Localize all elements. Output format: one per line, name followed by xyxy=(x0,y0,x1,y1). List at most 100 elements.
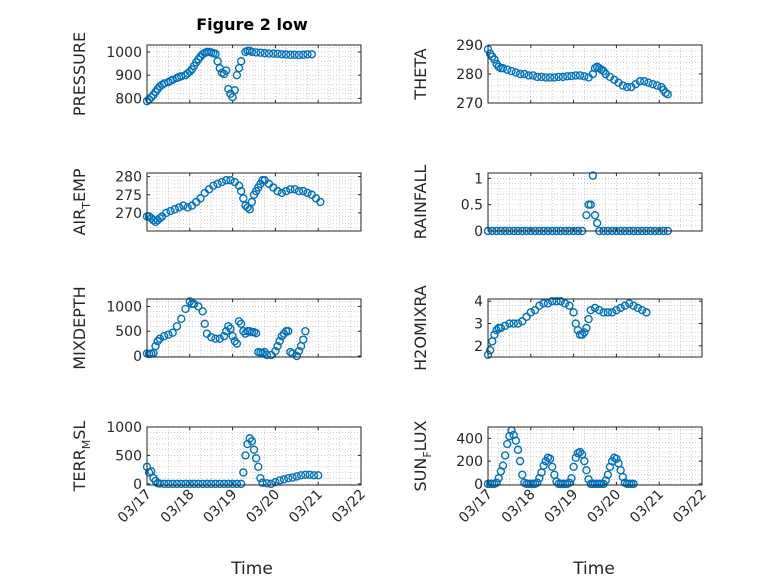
y-tick-label: 0 xyxy=(474,224,483,240)
data-point xyxy=(215,334,224,343)
data-point xyxy=(181,479,190,489)
data-point xyxy=(292,472,301,481)
data-series xyxy=(142,297,310,361)
y-tick-label: 3 xyxy=(474,317,483,333)
data-point xyxy=(580,328,589,337)
data-point xyxy=(618,81,628,90)
data-point xyxy=(607,308,617,317)
data-point xyxy=(168,479,177,489)
data-point xyxy=(586,200,595,209)
axes-box xyxy=(146,298,362,358)
data-point xyxy=(648,79,657,89)
data-point xyxy=(524,71,533,80)
data-point xyxy=(241,451,250,460)
y-tick-label: 1 xyxy=(474,171,483,187)
data-point xyxy=(543,299,553,308)
data-point xyxy=(515,456,525,466)
x-tick-label: 03/20 xyxy=(243,487,283,527)
data-point xyxy=(590,210,600,220)
data-point xyxy=(633,303,642,313)
data-point xyxy=(584,475,593,484)
data-point xyxy=(500,321,510,330)
data-point xyxy=(620,301,630,310)
data-point xyxy=(275,336,284,346)
y-tick-label: 500 xyxy=(115,324,142,340)
plot-area xyxy=(488,45,702,103)
data-point xyxy=(251,454,261,463)
axes-box xyxy=(146,426,362,486)
data-point xyxy=(245,205,254,214)
data-point xyxy=(290,185,299,194)
data-point xyxy=(309,471,319,480)
axes-box xyxy=(146,44,362,104)
data-point xyxy=(552,297,561,306)
y-tick-label: 500 xyxy=(115,448,142,464)
grid xyxy=(487,44,703,104)
data-point xyxy=(239,468,248,477)
x-tick-label: 03/18 xyxy=(158,487,198,527)
data-point xyxy=(569,462,578,472)
data-point xyxy=(644,78,653,87)
data-point xyxy=(226,324,235,333)
data-point xyxy=(147,92,156,102)
data-point xyxy=(292,351,301,361)
plot-area xyxy=(147,299,361,357)
data-point xyxy=(629,479,638,489)
data-point xyxy=(196,194,205,203)
data-point xyxy=(215,479,224,489)
data-series xyxy=(142,434,323,489)
data-point xyxy=(221,327,231,336)
data-point xyxy=(260,48,269,58)
data-point xyxy=(522,312,531,322)
data-point xyxy=(541,73,550,82)
y-tick-label: 280 xyxy=(115,170,142,186)
data-point xyxy=(236,57,246,66)
y-tick-label: 280 xyxy=(456,67,483,83)
data-point xyxy=(290,50,299,59)
data-point xyxy=(166,206,175,216)
data-point xyxy=(571,453,580,462)
data-point xyxy=(264,49,274,58)
data-point xyxy=(299,50,308,59)
data-point xyxy=(584,314,593,324)
data-point xyxy=(219,479,229,489)
data-point xyxy=(211,49,220,59)
data-point xyxy=(228,479,237,489)
data-point xyxy=(496,323,506,333)
data-point xyxy=(249,445,259,454)
data-point xyxy=(294,186,304,196)
data-point xyxy=(503,439,512,449)
data-point xyxy=(269,49,278,58)
y-tick-label: 0 xyxy=(474,477,483,493)
x-tick-label: 03/22 xyxy=(329,487,369,527)
data-point xyxy=(262,350,272,360)
data-point xyxy=(565,478,574,487)
data-point xyxy=(211,479,220,489)
grid xyxy=(146,426,362,485)
data-point xyxy=(530,305,540,315)
data-point xyxy=(556,297,565,306)
axes-box xyxy=(487,426,703,486)
subplot-3: 270 275 280 AIRTEMP xyxy=(70,168,362,236)
data-point xyxy=(230,86,239,95)
y-tick-label: 1000 xyxy=(106,299,142,315)
data-point xyxy=(155,334,165,343)
data-point xyxy=(533,72,542,82)
data-point xyxy=(537,72,546,82)
data-point xyxy=(172,322,182,331)
data-point xyxy=(284,327,293,336)
data-point xyxy=(236,319,246,328)
figure-title: Figure 2 low xyxy=(196,15,308,34)
data-point xyxy=(159,479,169,489)
data-point xyxy=(642,308,651,317)
x-tick-label: 03/19 xyxy=(542,487,582,527)
data-point xyxy=(185,479,195,489)
data-series xyxy=(142,46,316,106)
data-point xyxy=(569,308,578,317)
data-point xyxy=(234,317,244,326)
data-point xyxy=(217,177,227,187)
data-point xyxy=(307,50,316,59)
data-point xyxy=(209,181,218,190)
data-point xyxy=(247,47,257,57)
